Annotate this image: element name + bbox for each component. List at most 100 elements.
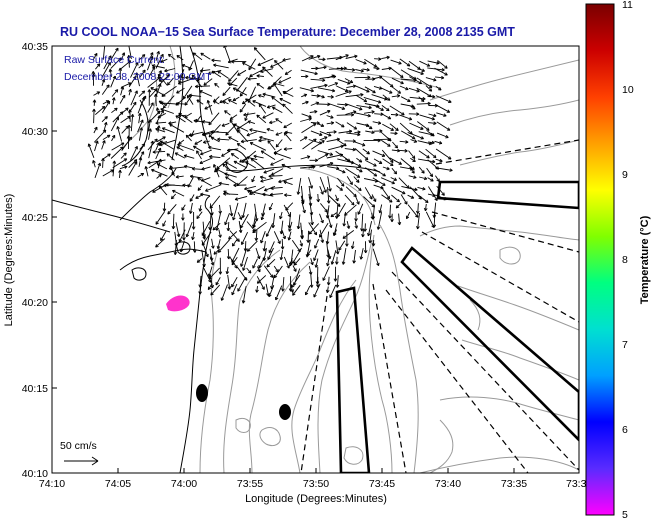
current-vector <box>240 249 247 267</box>
current-vector <box>232 238 238 247</box>
current-vector <box>203 78 213 86</box>
current-vector-head <box>228 236 230 240</box>
current-vector-head <box>323 190 327 193</box>
current-vector-head <box>377 122 382 125</box>
current-vector <box>389 123 399 131</box>
current-vector-head <box>397 222 400 226</box>
current-vector <box>203 231 206 240</box>
current-vector <box>364 86 376 94</box>
current-vector-head <box>202 140 206 143</box>
current-vector <box>241 139 257 143</box>
current-vector <box>380 87 393 94</box>
current-vector-head <box>333 76 337 79</box>
current-vector-head <box>340 154 344 157</box>
current-vector-head <box>128 55 131 59</box>
y-tick-label: 40:15 <box>22 383 48 395</box>
current-vector-head <box>280 246 284 250</box>
current-vector <box>331 249 337 265</box>
bathymetry-contour <box>429 59 579 101</box>
current-vector <box>345 110 357 115</box>
current-vector-head <box>152 189 155 193</box>
current-vector-head <box>367 76 371 80</box>
current-vector <box>256 275 267 284</box>
current-vector-head <box>309 284 313 288</box>
scale-vector-label: 50 cm/s <box>60 440 97 452</box>
bathymetry-contour <box>461 339 579 381</box>
current-vector <box>218 229 221 238</box>
bathymetry-contour <box>379 224 419 473</box>
current-vector-head <box>104 129 107 134</box>
current-vector <box>208 266 213 277</box>
current-vector <box>427 130 435 137</box>
current-vector <box>434 67 448 76</box>
current-vector <box>311 140 325 150</box>
current-vector <box>308 222 317 236</box>
current-vector <box>246 240 258 252</box>
current-vector <box>418 166 425 174</box>
current-vector <box>299 136 308 142</box>
current-vector-head <box>376 226 379 230</box>
current-vector <box>211 131 229 134</box>
current-vector <box>169 165 175 177</box>
current-vector-head <box>431 118 435 121</box>
current-vector <box>199 157 213 164</box>
current-vector <box>435 175 440 182</box>
current-vector <box>193 241 196 253</box>
current-vector <box>337 168 346 174</box>
current-vector-head <box>88 143 92 147</box>
current-vector-head <box>288 228 290 232</box>
current-vector <box>326 257 330 267</box>
current-vector-head <box>387 138 391 142</box>
current-vector <box>302 138 317 150</box>
current-vector <box>101 140 106 150</box>
current-vector-head <box>176 90 179 94</box>
current-vector <box>279 98 291 105</box>
current-vector <box>363 196 375 208</box>
colorbar-label: Temperature (°C) <box>639 215 651 304</box>
current-vector <box>360 248 364 260</box>
bathymetry-contour <box>368 234 393 473</box>
current-vector <box>382 166 390 170</box>
current-vector <box>188 94 202 97</box>
current-vector-head <box>449 170 453 172</box>
current-vector <box>224 173 237 178</box>
x-tick-label: 73:45 <box>369 478 395 490</box>
current-vector <box>238 220 242 233</box>
current-vector <box>418 195 429 203</box>
current-vector <box>177 75 185 79</box>
current-vector <box>119 94 126 104</box>
current-vector <box>128 161 138 176</box>
current-vector <box>288 212 292 229</box>
current-vector <box>373 104 384 111</box>
current-vector-head <box>158 77 161 81</box>
current-vector-head <box>356 202 360 205</box>
current-vector <box>282 277 285 292</box>
current-vector-head <box>267 86 270 90</box>
current-vector-head <box>189 210 191 214</box>
current-vector-head <box>199 68 203 72</box>
current-vector-head <box>444 67 448 69</box>
current-vector <box>395 202 402 209</box>
current-vector <box>148 66 155 78</box>
current-vector-head <box>105 122 108 126</box>
current-vector <box>178 78 193 85</box>
current-vector-head <box>266 127 270 130</box>
current-vector <box>192 168 203 170</box>
current-vector <box>233 160 248 169</box>
current-vector <box>319 176 327 193</box>
current-vector-head <box>159 174 162 178</box>
current-vector <box>175 175 184 178</box>
current-vector-head <box>262 115 265 119</box>
current-vector <box>335 90 352 97</box>
current-vector-head <box>275 143 278 148</box>
current-vector-head <box>379 76 383 80</box>
current-vector <box>188 60 194 71</box>
current-vector <box>336 185 343 191</box>
current-vector-head <box>124 158 128 162</box>
current-vector <box>392 141 398 149</box>
current-vector <box>227 221 230 231</box>
current-vector <box>262 93 276 98</box>
current-vector <box>355 168 363 173</box>
current-vector <box>434 76 444 79</box>
current-vector <box>242 62 256 70</box>
